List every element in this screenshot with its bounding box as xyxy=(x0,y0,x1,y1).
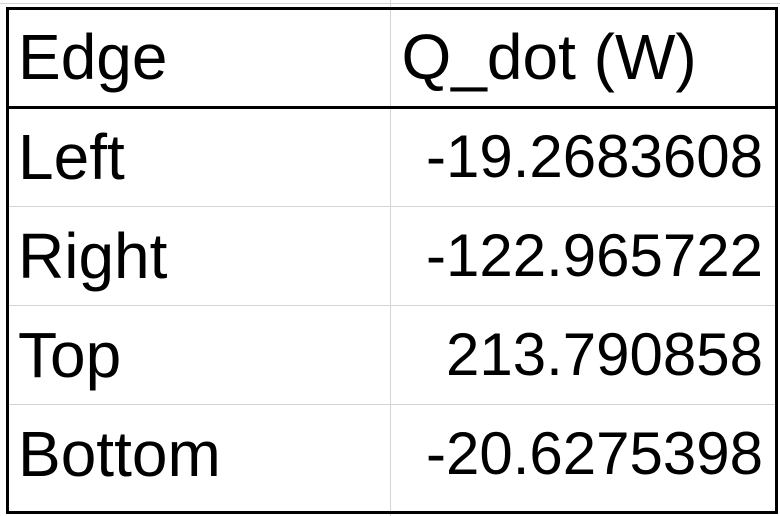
table-row: Right -122.965722 xyxy=(7,205,777,305)
cell-value-right[interactable]: -122.965722 xyxy=(389,205,777,305)
cell-edge-right[interactable]: Right xyxy=(7,205,390,305)
header-q-dot[interactable]: Q_dot (W) xyxy=(389,8,777,109)
header-edge[interactable]: Edge xyxy=(7,8,390,109)
table-row: Top 213.790858 xyxy=(7,304,777,404)
cell-edge-bottom[interactable]: Bottom xyxy=(7,403,390,503)
cell-value-left[interactable]: -19.2683608 xyxy=(389,107,777,206)
heat-flux-table: Edge Q_dot (W) Left -19.2683608 Right -1… xyxy=(7,8,777,503)
cell-edge-left[interactable]: Left xyxy=(18,121,125,193)
cell-value-top[interactable]: 213.790858 xyxy=(389,304,777,404)
gridline-horizontal xyxy=(0,3,780,4)
header-row: Edge Q_dot (W) xyxy=(7,8,777,109)
table-row: Left -19.2683608 xyxy=(7,107,777,206)
cell-edge-top[interactable]: Top xyxy=(7,304,390,404)
cell-value-bottom[interactable]: -20.6275398 xyxy=(389,403,777,503)
table-row: Bottom -20.6275398 xyxy=(7,403,777,503)
